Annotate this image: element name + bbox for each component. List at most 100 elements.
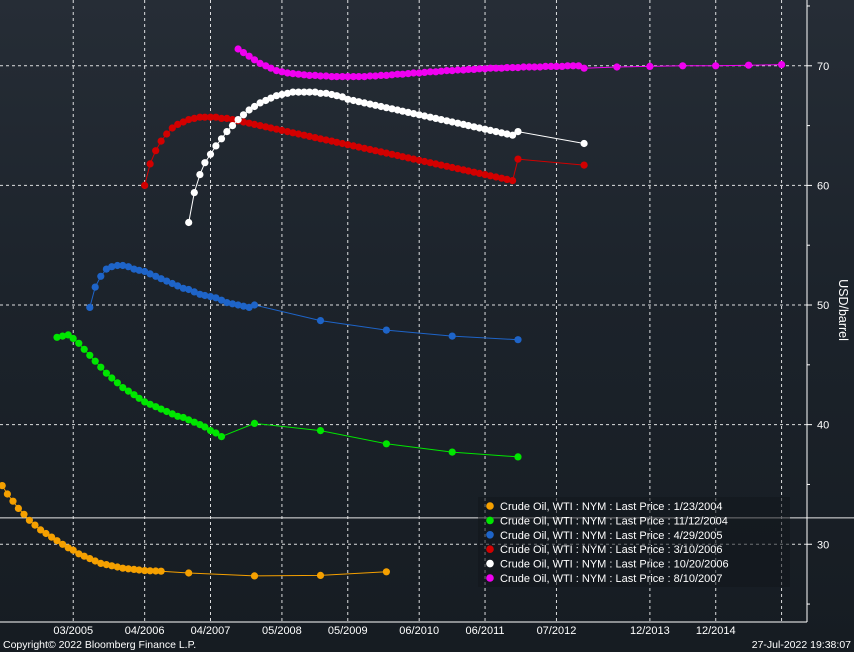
data-point [426, 159, 434, 167]
data-point [388, 150, 396, 158]
data-point [377, 102, 385, 111]
data-point [316, 135, 325, 143]
data-point [300, 88, 308, 96]
data-point [552, 62, 561, 70]
data-point [234, 116, 242, 124]
timestamp-text: 27-Jul-2022 19:38:07 [752, 639, 851, 651]
legend-marker [486, 531, 494, 539]
data-point [228, 116, 237, 124]
data-point [514, 155, 522, 163]
data-point [475, 169, 483, 177]
data-point [0, 482, 6, 490]
x-tick-label: 04/2006 [125, 625, 165, 637]
data-point [250, 120, 259, 128]
data-point [113, 261, 121, 270]
data-point [201, 159, 209, 167]
data-point [486, 126, 494, 134]
data-point [272, 67, 281, 75]
data-point [239, 302, 248, 310]
data-point [86, 351, 94, 359]
data-point [371, 72, 379, 80]
series-line [56, 334, 519, 458]
data-point [316, 317, 325, 325]
data-point [498, 174, 506, 182]
data-point [388, 105, 396, 113]
data-point [498, 129, 506, 137]
data-point [410, 110, 418, 118]
data-point [338, 93, 346, 101]
data-point [328, 73, 336, 81]
data-point [338, 139, 346, 148]
data-point [508, 131, 517, 139]
data-point [481, 171, 489, 179]
legend-box [478, 497, 790, 587]
data-point [31, 521, 39, 529]
data-point [294, 88, 303, 96]
data-point [508, 64, 517, 72]
data-point [97, 272, 105, 280]
data-point [475, 65, 483, 73]
data-point [124, 565, 132, 573]
data-point [454, 165, 462, 173]
data-point [514, 64, 522, 72]
data-point [289, 70, 297, 78]
data-point [146, 270, 154, 278]
data-point [179, 413, 187, 422]
x-tick-label: 04/2007 [191, 625, 231, 637]
y-tick-label: 60 [817, 180, 829, 192]
series-2 [53, 331, 522, 461]
data-point [399, 70, 407, 78]
data-point [432, 68, 440, 76]
data-point [382, 440, 390, 448]
data-point [267, 124, 275, 132]
data-point [393, 70, 402, 78]
data-point [168, 279, 176, 288]
data-point [520, 63, 528, 71]
data-point [42, 529, 50, 538]
data-point [212, 113, 220, 121]
data-point [119, 564, 127, 572]
data-point [410, 69, 418, 77]
data-point [360, 73, 368, 81]
data-point [311, 88, 319, 96]
data-point [382, 326, 390, 334]
data-point [349, 96, 357, 105]
data-point [366, 100, 374, 108]
data-point [278, 90, 286, 99]
data-point [157, 567, 165, 575]
data-point [530, 63, 539, 71]
y-axis: 30 40 50 60 70 [806, 0, 829, 622]
data-point [382, 104, 390, 112]
series-1 [0, 482, 390, 580]
data-point [86, 555, 94, 563]
data-point [69, 546, 77, 554]
data-point [382, 568, 390, 576]
data-point [245, 119, 253, 127]
data-point [448, 163, 456, 172]
data-point [206, 150, 215, 158]
data-point [399, 153, 407, 161]
data-point [481, 125, 489, 133]
data-point [250, 102, 259, 111]
data-point [322, 89, 330, 97]
data-point [404, 108, 412, 116]
data-point [168, 124, 176, 132]
data-point [217, 433, 226, 441]
data-point [108, 374, 116, 382]
series-6 [234, 45, 786, 81]
series-group [0, 45, 786, 580]
legend-marker [486, 502, 494, 510]
data-point [464, 167, 472, 175]
data-point [190, 288, 198, 296]
data-point [37, 526, 45, 534]
data-point [283, 89, 292, 97]
series-line [1, 485, 387, 577]
legend-entry: Crude Oil, WTI : NYM : Last Price : 4/29… [500, 530, 723, 542]
data-point [250, 572, 259, 580]
data-point [778, 61, 786, 69]
data-point [190, 189, 198, 197]
data-point [503, 64, 511, 72]
data-point [283, 128, 292, 136]
series-4 [141, 113, 588, 189]
data-point [421, 157, 429, 166]
